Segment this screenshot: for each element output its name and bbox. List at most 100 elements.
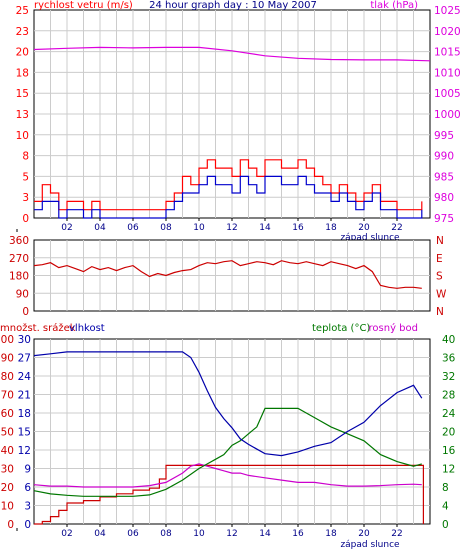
rain-y-tick: 0 (7, 519, 14, 531)
wind-y-tick: 13 (16, 109, 29, 121)
pressure-y-tick: 1025 (434, 5, 461, 17)
pressure-y-tick: 990 (434, 151, 454, 163)
wind-y-tick: 0 (22, 213, 29, 225)
humidity-y-tick: 18 (18, 408, 31, 420)
wind-y-tick: 25 (16, 5, 29, 17)
x-tick-label: 20 (358, 529, 370, 539)
pressure-y-tick: 1000 (434, 109, 461, 121)
pressure-y-tick: 985 (434, 171, 454, 183)
humidity-y-tick: 24 (18, 371, 32, 383)
pressure-y-tick: 1015 (434, 47, 461, 59)
x-tick-label: 10 (193, 529, 205, 539)
chart-title: 24 hour graph day : 10 May 2007 (149, 0, 317, 11)
x-tick-label: 06 (127, 529, 139, 539)
wind-y-tick: 5 (22, 171, 29, 183)
x-tick-label: 20 (358, 223, 370, 233)
sunset-label-2: západ slunce (340, 540, 400, 550)
temperature-y-tick: 40 (442, 334, 455, 346)
compass-label: N (436, 306, 444, 318)
wind-y-tick: 8 (22, 151, 29, 163)
direction-y-tick: 180 (9, 271, 29, 283)
x-tick-label: 16 (292, 223, 304, 233)
x-tick-label: 12 (226, 529, 237, 539)
rain-y-tick: 40 (1, 445, 14, 457)
wind-axis-title: rychlost vetru (m/s) (34, 0, 133, 11)
rain-y-tick: 80 (1, 371, 14, 383)
temperature-y-tick: 12 (442, 464, 455, 476)
humidity-y-tick: 6 (24, 482, 31, 494)
humidity-y-tick: 30 (18, 334, 31, 346)
x-tick-label: 14 (259, 529, 271, 539)
rain-y-tick: 20 (1, 482, 14, 494)
pressure-line (33, 46, 431, 62)
humidity-y-tick: 27 (18, 353, 31, 365)
dewpoint-line (33, 463, 422, 488)
direction-line (33, 260, 422, 289)
x-tick-label: 22 (391, 223, 402, 233)
pressure-y-tick: 975 (434, 213, 454, 225)
humidity-axis-title: vlhkost (69, 323, 105, 334)
pressure-y-tick: 1010 (434, 67, 461, 79)
x-tick-label: 02 (61, 529, 72, 539)
wind-y-tick: 23 (16, 26, 29, 38)
temperature-y-tick: 4 (442, 501, 449, 513)
x-tick-label: 08 (160, 529, 172, 539)
humidity-y-tick: 15 (18, 427, 31, 439)
pressure-y-tick: 995 (434, 130, 454, 142)
rain-y-tick: 10 (1, 501, 14, 513)
x-tick-label: 14 (259, 223, 271, 233)
wind-y-tick: 18 (16, 67, 29, 79)
wind-y-tick: 10 (16, 130, 29, 142)
pressure-y-tick: 1020 (434, 26, 461, 38)
temperature-y-tick: 20 (442, 427, 455, 439)
dewpoint-axis-title: rosný bod (369, 322, 418, 334)
x-tick-label: 18 (325, 223, 337, 233)
rain-line (34, 464, 424, 525)
x-tick-label: 18 (325, 529, 337, 539)
temperature-y-tick: 32 (442, 371, 455, 383)
temperature-y-tick: 36 (442, 353, 456, 365)
x-tick-label: 04 (94, 529, 106, 539)
x-tick-label: 08 (160, 223, 172, 233)
x-tick-label: 22 (391, 529, 402, 539)
x-tick-label: 12 (226, 223, 237, 233)
rain-axis-title: množst. srážek (0, 322, 76, 334)
wind-avg-line (34, 175, 423, 219)
x-tick-label: 06 (127, 223, 139, 233)
temperature-y-tick: 24 (442, 408, 456, 420)
x-tick-label: 10 (193, 223, 205, 233)
rain-y-tick: 90 (1, 353, 14, 365)
wind-y-tick: 15 (16, 88, 29, 100)
temperature-line (33, 407, 422, 497)
compass-label: N (436, 235, 444, 247)
wind-y-tick: 20 (16, 47, 29, 59)
humidity-y-tick: 12 (18, 445, 31, 457)
direction-y-tick: 270 (9, 253, 29, 265)
pressure-y-tick: 980 (434, 192, 454, 204)
direction-y-tick: 0 (22, 306, 29, 318)
rain-y-tick: 50 (1, 427, 14, 439)
humidity-y-tick: 9 (24, 464, 31, 476)
direction-y-tick: 360 (9, 235, 29, 247)
wind-y-tick: 3 (22, 192, 29, 204)
sunset-label-1: západ slunce (340, 233, 400, 243)
temperature-axis-title: teplota (°C) (312, 323, 370, 334)
x-tick-label: 16 (292, 529, 304, 539)
pressure-axis-title: tlak (hPa) (370, 0, 418, 11)
rain-y-tick: 30 (1, 464, 14, 476)
temperature-y-tick: 16 (442, 445, 456, 457)
temperature-y-tick: 0 (442, 519, 449, 531)
humidity-y-tick: 21 (18, 390, 31, 402)
compass-label: S (436, 271, 443, 283)
humidity-y-tick: 3 (24, 501, 31, 513)
rain-y-tick: 70 (1, 390, 14, 402)
x-tick-label: 02 (61, 223, 72, 233)
rain-y-tick: 60 (1, 408, 14, 420)
rain-y-tick: 100 (0, 334, 14, 346)
temperature-y-tick: 8 (442, 482, 449, 494)
humidity-y-tick: 0 (24, 519, 31, 531)
x-tick-label: 04 (94, 223, 106, 233)
compass-label: W (436, 288, 447, 300)
